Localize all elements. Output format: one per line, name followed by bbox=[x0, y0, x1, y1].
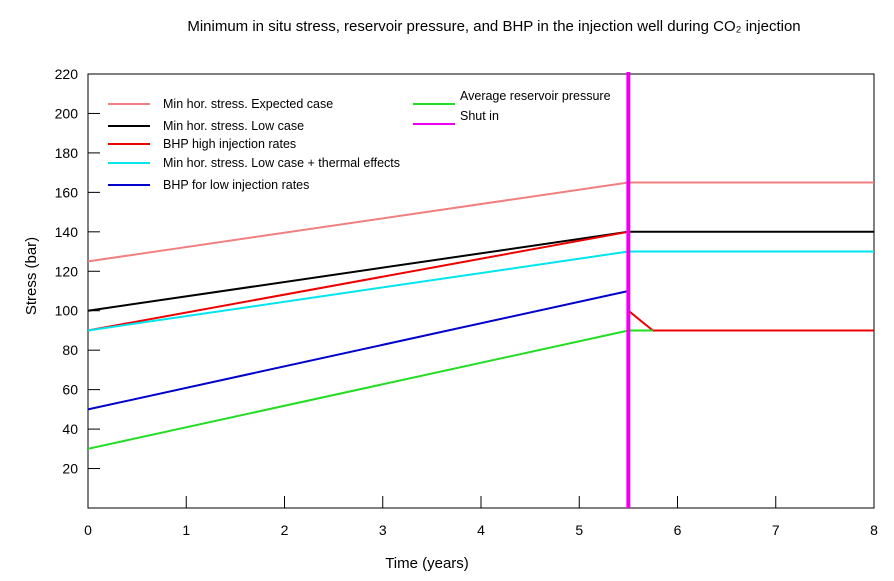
y-tick-label-8: 180 bbox=[55, 145, 79, 161]
series-line-0 bbox=[87, 181, 874, 263]
legend-label-6: Shut in bbox=[460, 109, 499, 123]
axes: 0 1 2 3 4 5 6 7 8 20 40 60 80 100 120 140 160 180 200 220 bbox=[55, 66, 878, 538]
chart-title: Minimum in situ stress, reservoir pressu… bbox=[187, 18, 800, 35]
y-tick-label-1: 40 bbox=[62, 421, 78, 437]
x-tick-label-7: 7 bbox=[772, 522, 780, 538]
series-line-2 bbox=[87, 230, 874, 332]
y-tick-label-3: 80 bbox=[62, 342, 78, 358]
y-tick-label-4: 100 bbox=[55, 303, 79, 319]
y-tick-label-6: 140 bbox=[55, 224, 79, 240]
legend: Min hor. stress. Expected case Min hor. s… bbox=[108, 89, 611, 192]
legend-label-3: Min hor. stress. Low case + thermal effe… bbox=[163, 156, 400, 170]
legend-label-5: Average reservoir pressure bbox=[460, 89, 611, 103]
series-lines bbox=[87, 72, 874, 508]
y-tick-label-9: 200 bbox=[55, 105, 79, 121]
legend-label-2: BHP high injection rates bbox=[163, 137, 296, 151]
x-tick-label-8: 8 bbox=[870, 522, 878, 538]
legend-label-1: Min hor. stress. Low case bbox=[163, 119, 304, 133]
x-tick-label-3: 3 bbox=[379, 522, 387, 538]
legend-label-4: BHP for low injection rates bbox=[163, 178, 309, 192]
y-tick-label-7: 160 bbox=[55, 184, 79, 200]
x-tick-label-4: 4 bbox=[477, 522, 485, 538]
series-line-3 bbox=[87, 250, 874, 332]
x-tick-label-5: 5 bbox=[575, 522, 583, 538]
y-tick-label-5: 120 bbox=[55, 263, 79, 279]
y-axis-title: Stress (bar) bbox=[23, 237, 40, 315]
x-tick-label-0: 0 bbox=[84, 522, 92, 538]
x-axis-title: Time (years) bbox=[385, 555, 469, 572]
y-tick-label-10: 220 bbox=[55, 66, 79, 82]
y-tick-label-2: 60 bbox=[62, 382, 78, 398]
x-tick-label-2: 2 bbox=[281, 522, 289, 538]
x-tick-label-1: 1 bbox=[182, 522, 190, 538]
y-tick-label-0: 20 bbox=[62, 461, 78, 477]
series-line-4 bbox=[87, 290, 629, 411]
x-tick-label-6: 6 bbox=[674, 522, 682, 538]
legend-label-0: Min hor. stress. Expected case bbox=[163, 97, 333, 111]
